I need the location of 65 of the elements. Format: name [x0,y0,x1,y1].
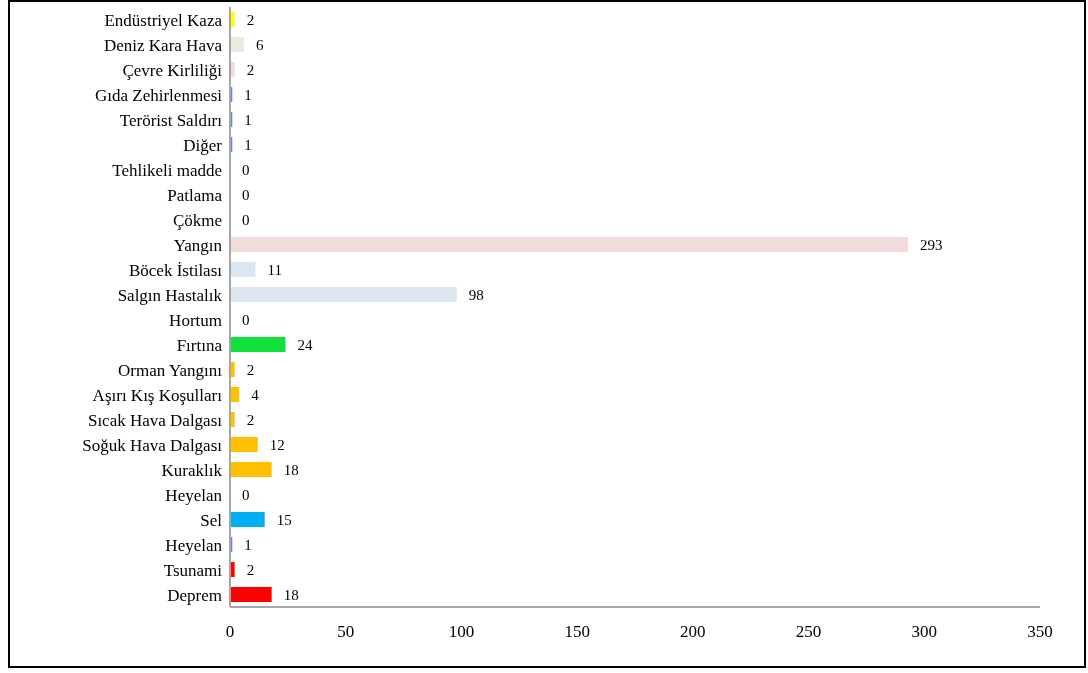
data-label: 0 [242,161,250,178]
data-label: 4 [251,386,260,403]
data-label: 12 [269,436,285,453]
y-tick-label: Fırtına [176,335,223,355]
data-label: 1 [244,136,252,153]
y-tick-label: Endüstriyel Kaza [104,10,223,30]
y-tick-label: Tsunami [163,560,223,580]
data-label: 18 [283,461,299,478]
data-label: 2 [246,11,255,28]
data-label: 15 [276,511,292,528]
y-tick-label: Çökme [172,210,222,230]
x-tick-label: 50 [337,622,355,642]
bar [230,462,272,477]
x-tick-label: 100 [448,622,475,642]
y-tick-label: Heyelan [165,485,223,505]
y-tick-label: Tehlikeli madde [112,160,222,180]
x-tick-label: 300 [911,622,938,642]
data-label: 24 [297,336,314,353]
bar [230,512,265,527]
y-tick-label: Gıda Zehirlenmesi [95,85,223,105]
y-tick-label: Salgın Hastalık [117,285,223,305]
data-label: 18 [283,586,299,603]
y-tick-label: Patlama [167,185,223,205]
data-label: 1 [244,536,252,553]
y-tick-label: Deniz Kara Hava [104,35,223,55]
bar [230,262,256,277]
y-tick-label: Sıcak Hava Dalgası [87,410,223,430]
y-tick-label: Aşırı Kış Koşulları [92,385,223,405]
x-tick-label: 150 [564,622,590,642]
data-label: 11 [267,261,282,278]
y-tick-label: Hortum [169,310,222,330]
y-tick-label: Çevre Kirliliği [122,60,223,80]
bar [230,437,258,452]
y-tick-label: Deprem [167,585,222,605]
data-label: 293 [920,236,943,253]
x-tick-label: 0 [225,622,235,642]
data-label: 6 [255,36,264,53]
data-label: 2 [246,361,255,378]
bar [230,587,272,602]
data-label: 2 [246,411,255,428]
data-label: 2 [246,61,255,78]
y-tick-label: Heyelan [165,535,223,555]
bar [230,287,457,302]
data-label: 1 [244,86,252,103]
bar [230,337,286,352]
data-label: 0 [242,486,250,503]
data-label: 0 [242,211,250,228]
y-tick-label: Diğer [183,135,223,155]
data-label: 0 [242,186,250,203]
y-tick-label: Kuraklık [161,460,223,480]
bar [230,237,909,252]
data-label: 0 [242,311,250,328]
y-tick-label: Soğuk Hava Dalgası [82,435,223,455]
y-tick-label: Orman Yangını [118,360,223,380]
x-tick-label: 250 [795,622,822,642]
y-tick-label: Böcek İstilası [128,260,223,280]
x-tick-label: 200 [680,622,706,642]
y-tick-label: Yangın [173,235,223,255]
data-label: 1 [244,111,252,128]
data-label: 2 [246,561,255,578]
data-label: 98 [468,286,484,303]
x-tick-label: 350 [1027,622,1053,642]
y-tick-label: Terörist Saldırı [119,110,223,130]
bar [230,37,244,52]
y-tick-label: Sel [200,510,223,530]
